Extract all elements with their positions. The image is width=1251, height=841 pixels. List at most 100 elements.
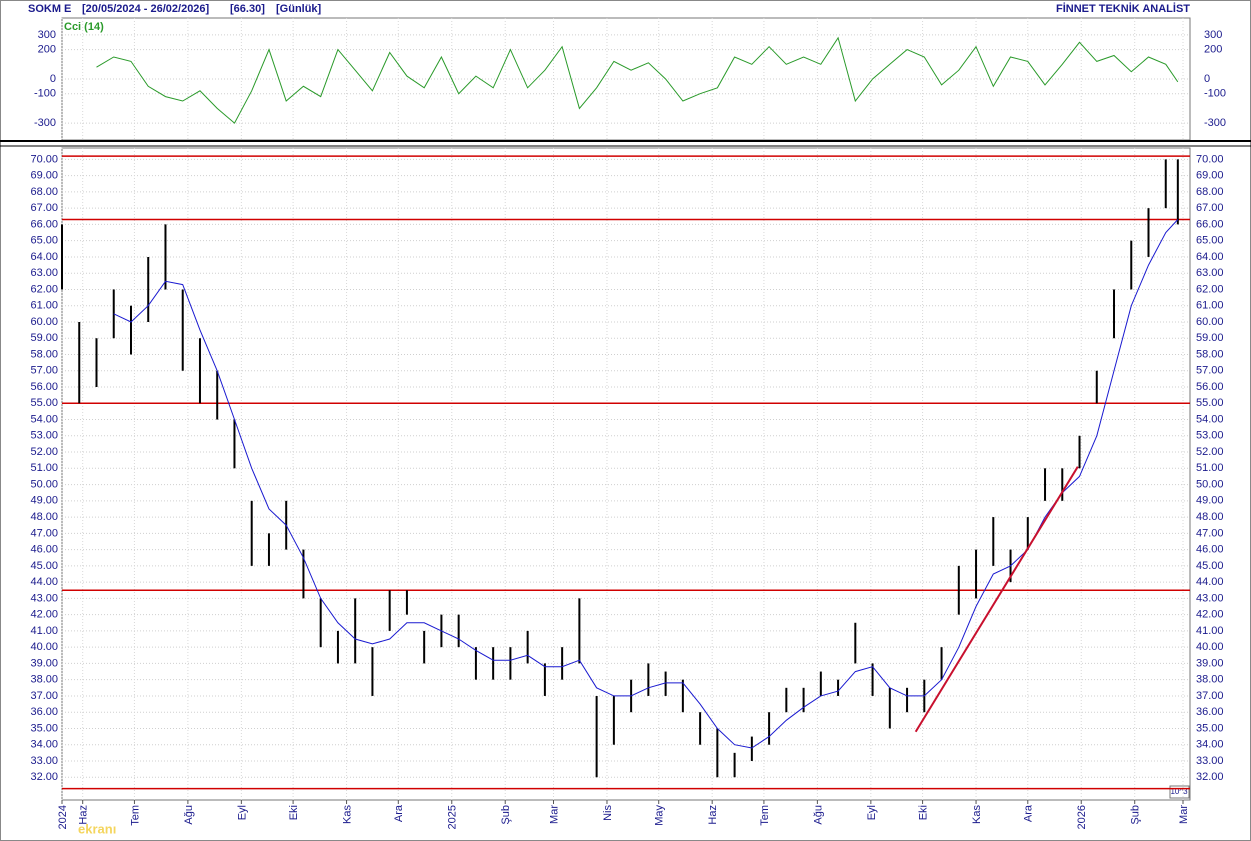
x-tick-label: 2024 [57, 805, 69, 829]
y-tick-label-right: 68.00 [1196, 186, 1224, 198]
y-tick-label-right: 50.00 [1196, 478, 1224, 490]
unit-label: 10^3 [1170, 787, 1188, 796]
x-tick-label: 2025 [447, 805, 459, 829]
y-tick-label-right: 45.00 [1196, 560, 1224, 572]
y-tick-label: 38.00 [30, 674, 58, 686]
y-tick-label: 51.00 [30, 462, 58, 474]
y-tick-label: 39.00 [30, 657, 58, 669]
y-tick-label-right: 36.00 [1196, 706, 1224, 718]
moving-average [113, 219, 1179, 749]
y-tick-label-right: 39.00 [1196, 657, 1224, 669]
y-tick-label-right: -300 [1204, 117, 1226, 129]
x-tick-label: Ara [393, 804, 405, 822]
y-tick-label-right: 35.00 [1196, 722, 1224, 734]
y-tick-label: 40.00 [30, 641, 58, 653]
y-tick-label: 48.00 [30, 511, 58, 523]
y-tick-label-right: 300 [1204, 29, 1222, 41]
y-tick-label: 35.00 [30, 722, 58, 734]
y-tick-label: 68.00 [30, 186, 58, 198]
x-tick-label: Tem [129, 805, 141, 826]
y-tick-label-right: 56.00 [1196, 381, 1224, 393]
y-tick-label-right: 62.00 [1196, 283, 1224, 295]
y-tick-label-right: 55.00 [1196, 397, 1224, 409]
y-tick-label: 42.00 [30, 609, 58, 621]
y-tick-label-right: 51.00 [1196, 462, 1224, 474]
x-tick-label: Eyl [236, 805, 248, 820]
y-tick-label: 65.00 [30, 235, 58, 247]
y-tick-label: 60.00 [30, 316, 58, 328]
x-tick-label: Nis [602, 805, 614, 821]
y-tick-label-right: 34.00 [1196, 739, 1224, 751]
x-tick-label: Eyl [866, 805, 878, 820]
y-tick-label: 47.00 [30, 527, 58, 539]
last-price: [66.30] [230, 3, 265, 15]
cci-line [96, 36, 1179, 124]
y-tick-label-right: 64.00 [1196, 251, 1224, 263]
x-tick-label: Tem [759, 805, 771, 826]
y-tick-label: 300 [38, 29, 56, 41]
y-tick-label-right: 38.00 [1196, 674, 1224, 686]
y-tick-label-right: 70.00 [1196, 153, 1224, 165]
x-tick-label: Eki [917, 805, 929, 820]
y-tick-label-right: 48.00 [1196, 511, 1224, 523]
x-tick-label: Şub [500, 805, 512, 825]
date-range: [20/05/2024 - 26/02/2026] [82, 3, 210, 15]
y-tick-label-right: 53.00 [1196, 430, 1224, 442]
y-tick-label-right: 60.00 [1196, 316, 1224, 328]
y-tick-label: -300 [34, 117, 56, 129]
y-tick-label-right: 200 [1204, 44, 1222, 56]
y-tick-label: 41.00 [30, 625, 58, 637]
x-tick-label: Eki [288, 805, 300, 820]
x-tick-label: Haz [707, 805, 719, 825]
y-tick-label: 62.00 [30, 283, 58, 295]
y-tick-label-right: 65.00 [1196, 235, 1224, 247]
y-tick-label-right: 66.00 [1196, 218, 1224, 230]
y-tick-label: 54.00 [30, 413, 58, 425]
y-tick-label: 55.00 [30, 397, 58, 409]
logo: ekranı [78, 821, 116, 836]
y-tick-label-right: 58.00 [1196, 348, 1224, 360]
y-tick-label: 44.00 [30, 576, 58, 588]
y-tick-label: 45.00 [30, 560, 58, 572]
trend-line [914, 466, 1079, 733]
x-tick-label: Mar [548, 805, 560, 824]
y-tick-label-right: 43.00 [1196, 592, 1224, 604]
y-tick-label-right: 33.00 [1196, 755, 1224, 767]
y-tick-label-right: 0 [1204, 73, 1210, 85]
y-tick-label: 36.00 [30, 706, 58, 718]
x-tick-label: Ağu [812, 805, 824, 825]
y-tick-label: 70.00 [30, 153, 58, 165]
y-tick-label-right: 67.00 [1196, 202, 1224, 214]
y-tick-label-right: 63.00 [1196, 267, 1224, 279]
y-tick-label: 34.00 [30, 739, 58, 751]
y-tick-label-right: -100 [1204, 88, 1226, 100]
x-tick-label: Mar [1178, 805, 1190, 824]
y-tick-label-right: 40.00 [1196, 641, 1224, 653]
price-panel [61, 147, 1191, 801]
x-tick-label: Kas [341, 805, 353, 824]
x-tick-label: Ağu [183, 805, 195, 825]
y-tick-label-right: 61.00 [1196, 300, 1224, 312]
y-tick-label: 58.00 [30, 348, 58, 360]
x-tick-label: May [654, 805, 666, 826]
y-tick-label: 33.00 [30, 755, 58, 767]
x-tick-label: Kas [971, 805, 983, 824]
y-tick-label-right: 47.00 [1196, 527, 1224, 539]
y-tick-label-right: 49.00 [1196, 495, 1224, 507]
y-tick-label: 53.00 [30, 430, 58, 442]
y-tick-label: 61.00 [30, 300, 58, 312]
y-tick-label-right: 52.00 [1196, 446, 1224, 458]
y-tick-label: -100 [34, 88, 56, 100]
y-tick-label: 37.00 [30, 690, 58, 702]
y-tick-label: 0 [50, 73, 56, 85]
y-tick-label-right: 69.00 [1196, 170, 1224, 182]
y-tick-label: 57.00 [30, 365, 58, 377]
y-tick-label-right: 46.00 [1196, 544, 1224, 556]
y-tick-label-right: 41.00 [1196, 625, 1224, 637]
x-tick-label: Haz [78, 805, 90, 825]
y-tick-label: 52.00 [30, 446, 58, 458]
brand: FİNNET TEKNİK ANALİST [1056, 2, 1190, 15]
y-tick-label: 66.00 [30, 218, 58, 230]
